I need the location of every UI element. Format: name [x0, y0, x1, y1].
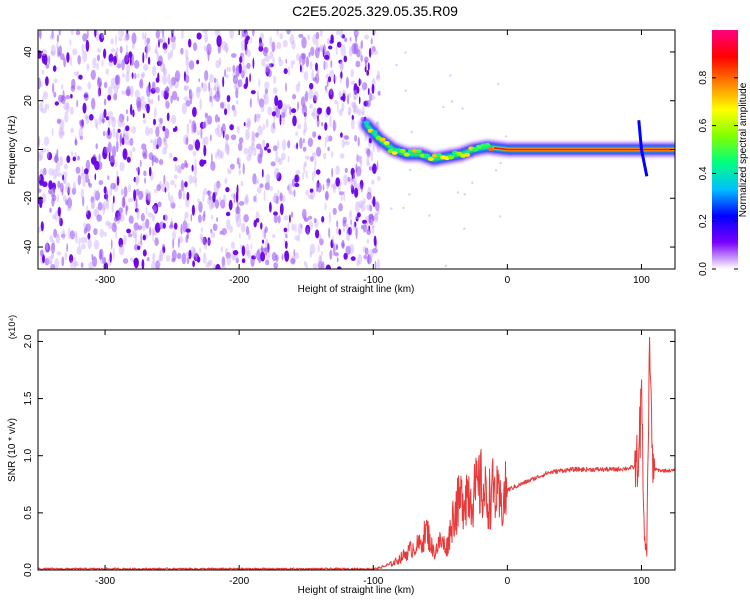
- snr-x-tick-label: -300: [95, 576, 115, 587]
- snr-y-tick-label: 0.5: [23, 505, 34, 519]
- snr-y-label: SNR (10 * v/v): [7, 418, 18, 482]
- spectrogram-x-tick-label: -200: [229, 275, 249, 286]
- spectrogram-y-tick-label: 0: [23, 146, 34, 152]
- snr-x-tick-label: -200: [229, 576, 249, 587]
- spectrogram-y-tick-label: 40: [23, 46, 34, 58]
- snr-background: [38, 330, 675, 570]
- snr-y-tick-label: 0.0: [23, 563, 34, 577]
- colorbar-label: Normalized spectral amplitude: [738, 82, 749, 217]
- snr-y-tick-label: 1.5: [23, 391, 34, 405]
- snr-y-scale-label: (x10⁴): [7, 315, 17, 339]
- colorbar-axis: 0.0 0.2 0.4 0.6 0.8: [698, 70, 738, 276]
- snr-y-tick-label: 1.0: [23, 448, 34, 462]
- snr-y-axis: 0.0 0.5 1.0 1.5 2.0: [23, 334, 675, 577]
- spectrogram-x-label: Height of straight line (km): [298, 284, 415, 295]
- spectrogram-y-axis: -40 -20 0 20 40: [23, 46, 675, 254]
- spectrogram-x-tick-label: 0: [505, 275, 511, 286]
- colorbar-bar: [712, 30, 738, 269]
- noise-region: [38, 30, 508, 269]
- spectrogram-x-tick-label: -100: [363, 275, 383, 286]
- snr-x-axis: -300 -200 -100 0 100: [95, 330, 650, 587]
- colorbar-tick-label: 0.4: [698, 166, 709, 180]
- snr-line: [38, 336, 675, 570]
- figure-title: C2E5.2025.329.05.35.R09: [292, 3, 458, 19]
- spectrogram-x-axis: -300 -200 -100 0 100: [95, 30, 650, 286]
- spectrogram-x-tick-label: -300: [95, 275, 115, 286]
- snr-x-label: Height of straight line (km): [298, 585, 415, 596]
- snr-y-tick-label: 2.0: [23, 334, 34, 348]
- snr-x-tick-label: 100: [633, 576, 650, 587]
- colorbar-tick-label: 0.6: [698, 118, 709, 132]
- colorbar-tick-label: 0.2: [698, 214, 709, 228]
- snr-frame: [37, 329, 676, 571]
- colorbar: 0.0 0.2 0.4 0.6 0.8 Normalized spectral ampl…: [698, 30, 749, 276]
- spectral-ridge: [358, 117, 675, 177]
- snr-series: [38, 336, 675, 570]
- snr-x-tick-label: -100: [363, 576, 383, 587]
- spectrogram-y-tick-label: -20: [23, 191, 34, 206]
- spectrogram-y-label: Frequency (Hz): [7, 116, 18, 185]
- snr-x-tick-label: 0: [505, 576, 511, 587]
- colorbar-tick-label: 0.0: [698, 262, 709, 276]
- spectrogram-y-tick-label: 20: [23, 95, 34, 107]
- colorbar-tick-label: 0.8: [698, 70, 709, 84]
- spectrogram-x-tick-label: 100: [633, 275, 650, 286]
- spectrogram-y-tick-label: -40: [23, 239, 34, 254]
- snr-panel: -300 -200 -100 0 100 0.0 0.5 1.0 1.5 2.0 Height …: [7, 315, 676, 596]
